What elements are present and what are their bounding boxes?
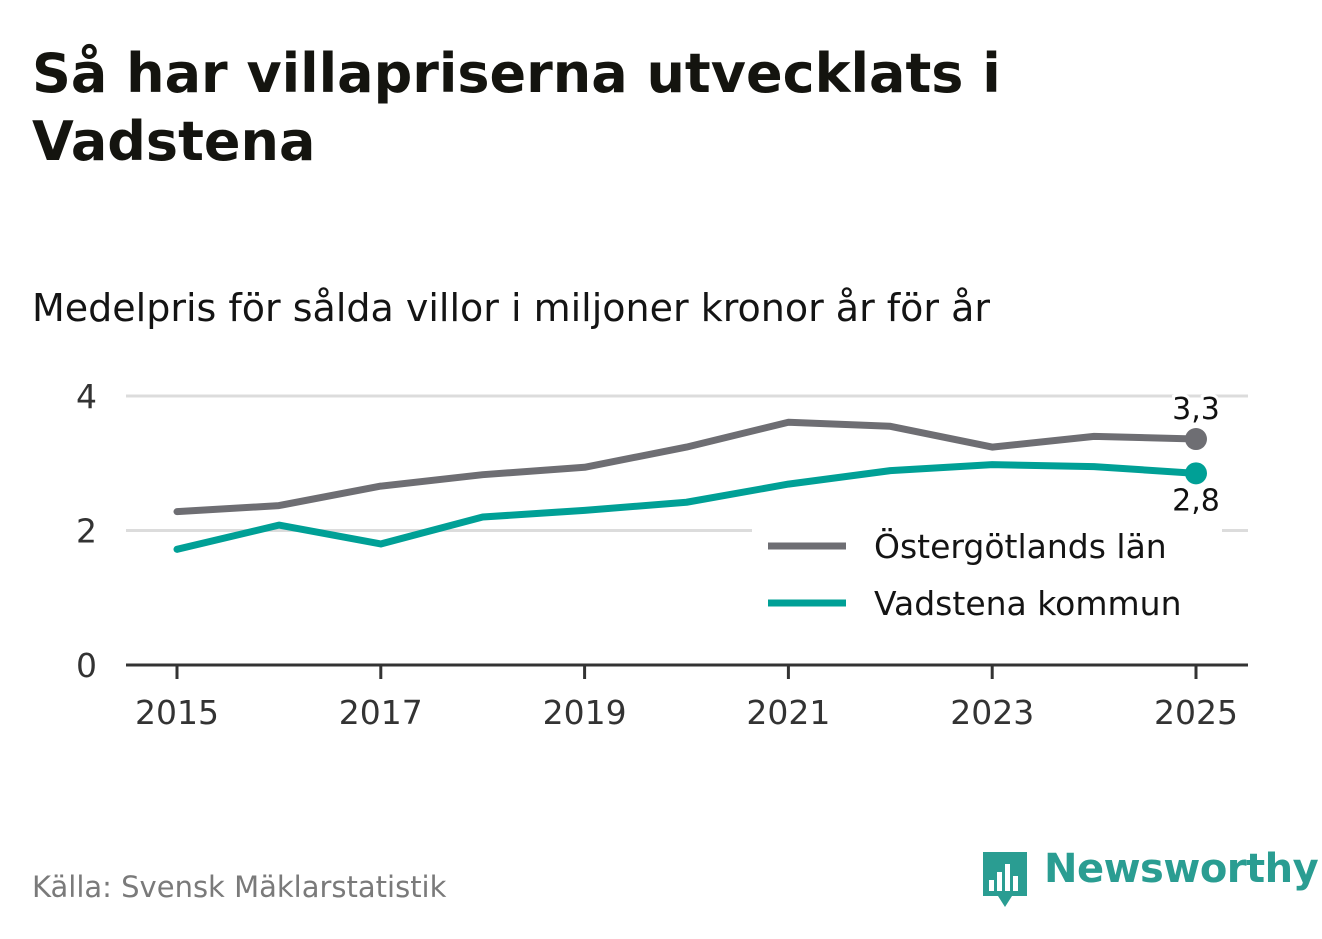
x-tick-label-2021: 2021 <box>746 693 830 732</box>
brand: Newsworthy <box>980 846 1319 910</box>
newsworthy-bar-chart-icon <box>983 852 1027 907</box>
series-1-line <box>173 418 1200 516</box>
legend: Östergötlands län Vadstena kommun <box>752 514 1222 636</box>
series-2-line <box>173 461 1200 553</box>
legend-background <box>752 514 1222 636</box>
x-tick-label-2015: 2015 <box>135 693 219 732</box>
x-tick-label-2019: 2019 <box>543 693 627 732</box>
series-2-end-marker <box>1185 462 1207 485</box>
source-note: Källa: Svensk Mäklarstatistik <box>32 870 447 904</box>
x-tick-label-2023: 2023 <box>950 693 1034 732</box>
line-chart: 0 2 4 2015 2017 2019 2021 2023 2025 3,3 2,8Östergö… <box>76 377 1248 732</box>
chart-subtitle: Medelpris för sålda villor i miljoner kr… <box>32 286 991 330</box>
series-1-end-marker <box>1185 428 1207 451</box>
series-2-end-label: 2,8 <box>1172 483 1220 518</box>
legend-label-2: Vadstena kommun <box>874 584 1182 623</box>
y-tick-label-2: 2 <box>76 512 97 551</box>
x-tick-label-2017: 2017 <box>339 693 423 732</box>
y-tick-label-0: 0 <box>76 646 97 685</box>
brand-name: Newsworthy <box>1044 846 1319 892</box>
x-tick-label-2025: 2025 <box>1154 693 1238 732</box>
y-tick-label-4: 4 <box>76 377 97 416</box>
legend-label-1: Östergötlands län <box>874 526 1167 566</box>
chart-title: Så har villapriserna utvecklats i Vadste… <box>32 42 1001 173</box>
series-1-end-label: 3,3 <box>1172 392 1220 427</box>
